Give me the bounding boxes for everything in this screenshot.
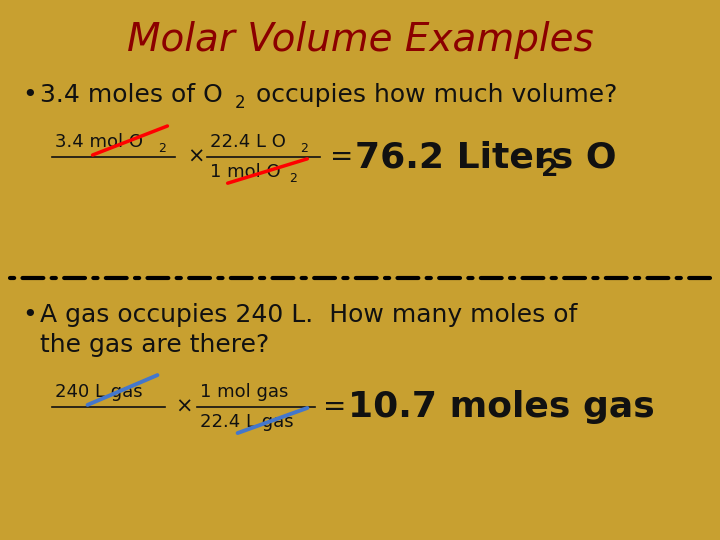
Text: ×: × [175,397,192,417]
Text: 2: 2 [541,157,559,181]
Text: 240 L gas: 240 L gas [55,383,143,401]
Text: 2: 2 [158,143,166,156]
Text: occupies how much volume?: occupies how much volume? [248,83,617,107]
Text: 22.4 L O: 22.4 L O [210,133,286,151]
Text: the gas are there?: the gas are there? [40,333,269,357]
Text: 3.4 moles of O: 3.4 moles of O [40,83,222,107]
Text: 3.4 mol O: 3.4 mol O [55,133,143,151]
Text: =: = [330,143,354,171]
Text: =: = [323,393,346,421]
Text: A gas occupies 240 L.  How many moles of: A gas occupies 240 L. How many moles of [40,303,577,327]
Text: Molar Volume Examples: Molar Volume Examples [127,21,593,59]
Text: •: • [22,83,37,107]
Text: 10.7 moles gas: 10.7 moles gas [348,390,654,424]
Text: 2: 2 [289,172,297,186]
Text: •: • [22,303,37,327]
Text: 76.2 Liters O: 76.2 Liters O [355,140,616,174]
Text: ×: × [187,147,204,167]
Text: 2: 2 [300,143,308,156]
Text: 2: 2 [235,94,246,112]
Text: 22.4 L gas: 22.4 L gas [200,413,294,431]
Text: 1 mol O: 1 mol O [210,163,281,181]
Text: 1 mol gas: 1 mol gas [200,383,289,401]
